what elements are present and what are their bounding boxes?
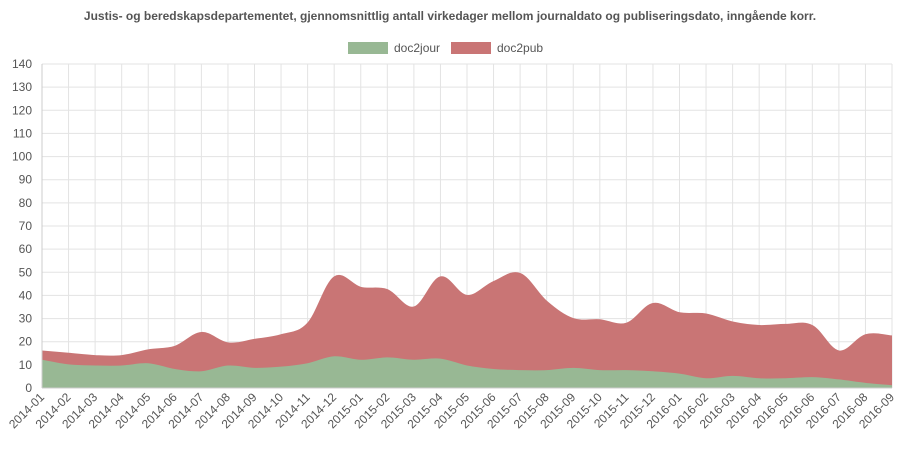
legend-swatch-doc2pub bbox=[451, 42, 491, 54]
y-tick-label: 0 bbox=[25, 381, 32, 395]
chart-areas bbox=[41, 272, 893, 388]
y-axis-ticks: 0 10 20 30 40 50 60 70 80 90 100 110 120 130 140 bbox=[12, 57, 32, 395]
y-tick-label: 90 bbox=[19, 173, 33, 187]
x-axis-ticks: 2014-012014-022014-032014-042014-052014-… bbox=[6, 390, 897, 431]
y-tick-label: 70 bbox=[19, 219, 33, 233]
y-tick-label: 10 bbox=[19, 358, 33, 372]
y-tick-label: 50 bbox=[19, 265, 33, 279]
area-series-doc2pub bbox=[42, 272, 892, 388]
y-tick-label: 30 bbox=[19, 312, 33, 326]
chart-title: Justis- og beredskapsdepartementet, gjen… bbox=[84, 9, 816, 23]
y-tick-label: 80 bbox=[19, 196, 33, 210]
legend-swatch-doc2jour bbox=[348, 42, 388, 54]
y-tick-label: 40 bbox=[19, 288, 33, 302]
area-series-doc2jour bbox=[42, 356, 892, 388]
y-tick-label: 140 bbox=[12, 57, 32, 71]
y-tick-label: 110 bbox=[13, 126, 32, 140]
y-tick-label: 60 bbox=[19, 242, 33, 256]
y-tick-label: 20 bbox=[19, 335, 33, 349]
line-series-doc2jour bbox=[41, 356, 893, 387]
legend-label-doc2pub: doc2pub bbox=[497, 41, 543, 55]
line-series-doc2pub bbox=[41, 272, 893, 357]
y-tick-label: 120 bbox=[12, 103, 32, 117]
y-tick-label: 100 bbox=[12, 150, 32, 164]
legend-label-doc2jour: doc2jour bbox=[394, 41, 440, 55]
chart-legend: doc2jour doc2pub bbox=[348, 41, 543, 55]
chart-axes bbox=[41, 64, 892, 389]
y-tick-label: 130 bbox=[12, 80, 32, 94]
